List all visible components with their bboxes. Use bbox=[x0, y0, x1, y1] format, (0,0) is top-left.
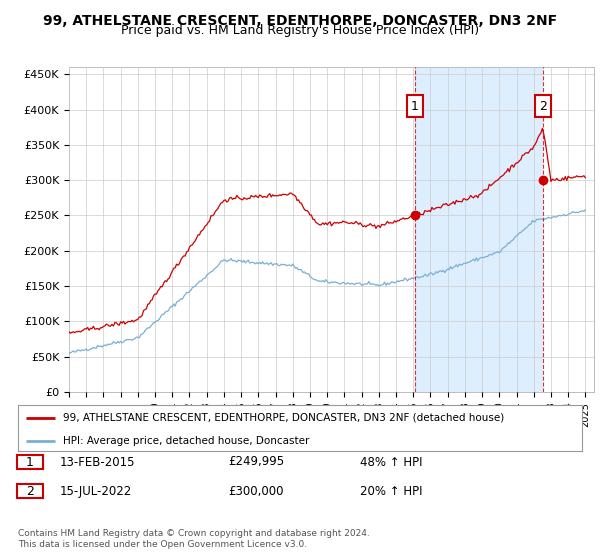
Text: 1: 1 bbox=[411, 100, 419, 113]
Text: 2: 2 bbox=[539, 100, 547, 113]
Text: 99, ATHELSTANE CRESCENT, EDENTHORPE, DONCASTER, DN3 2NF (detached house): 99, ATHELSTANE CRESCENT, EDENTHORPE, DON… bbox=[63, 413, 505, 423]
Text: 48% ↑ HPI: 48% ↑ HPI bbox=[360, 455, 422, 469]
Text: £249,995: £249,995 bbox=[228, 455, 284, 469]
Text: Price paid vs. HM Land Registry's House Price Index (HPI): Price paid vs. HM Land Registry's House … bbox=[121, 24, 479, 36]
Text: Contains HM Land Registry data © Crown copyright and database right 2024.
This d: Contains HM Land Registry data © Crown c… bbox=[18, 529, 370, 549]
Text: HPI: Average price, detached house, Doncaster: HPI: Average price, detached house, Donc… bbox=[63, 436, 310, 446]
Text: 20% ↑ HPI: 20% ↑ HPI bbox=[360, 484, 422, 498]
Text: £300,000: £300,000 bbox=[228, 484, 284, 498]
Text: 1: 1 bbox=[26, 455, 34, 469]
Text: 99, ATHELSTANE CRESCENT, EDENTHORPE, DONCASTER, DN3 2NF: 99, ATHELSTANE CRESCENT, EDENTHORPE, DON… bbox=[43, 14, 557, 28]
Text: 15-JUL-2022: 15-JUL-2022 bbox=[60, 484, 132, 498]
Bar bbox=[415, 67, 543, 392]
Text: 2: 2 bbox=[26, 484, 34, 498]
Text: 13-FEB-2015: 13-FEB-2015 bbox=[60, 455, 136, 469]
